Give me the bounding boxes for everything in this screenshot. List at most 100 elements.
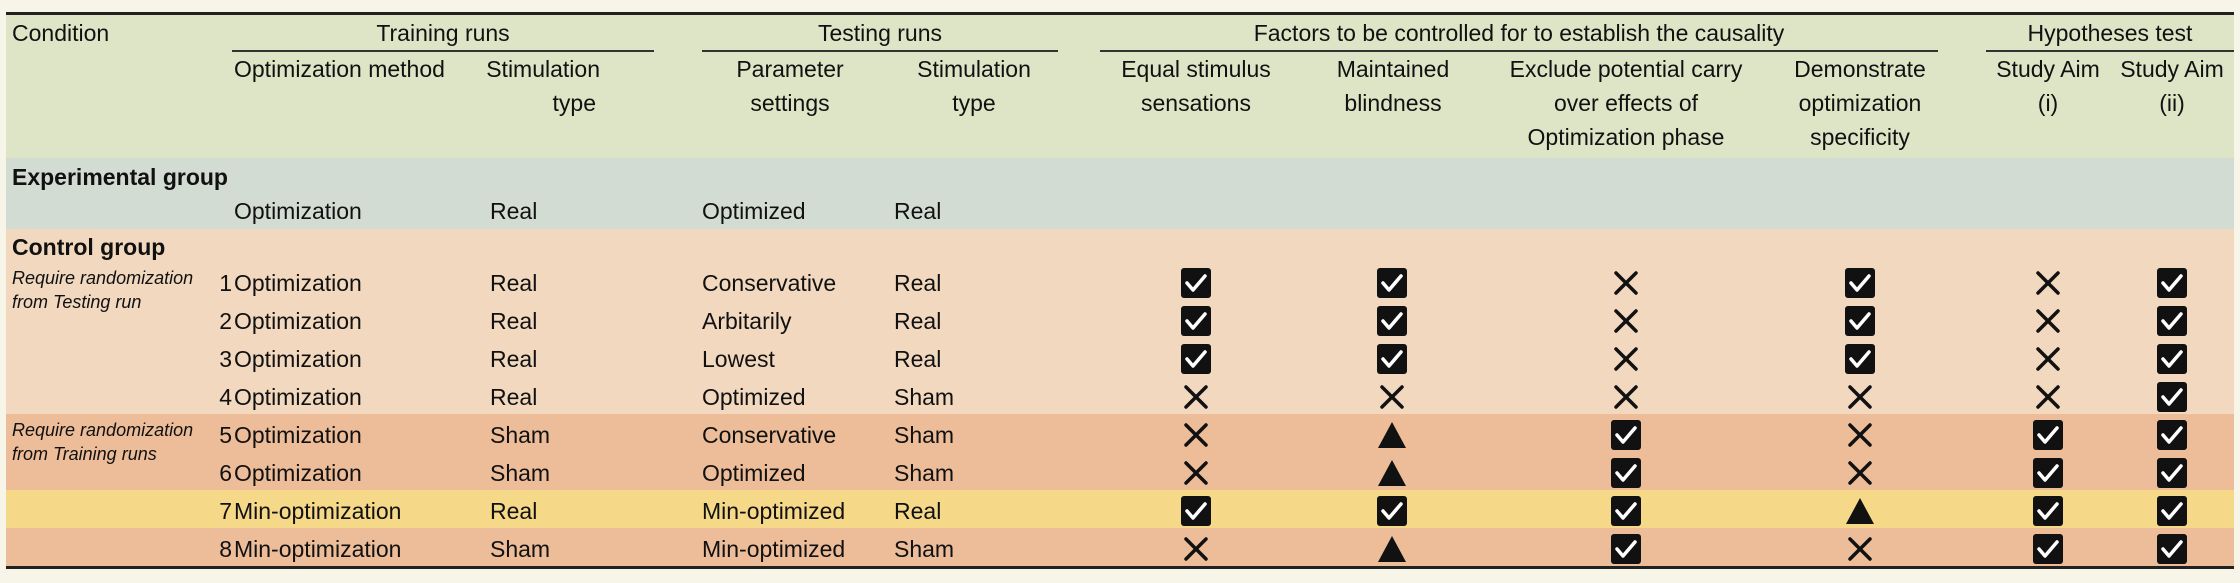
checkbox-checked-icon bbox=[1844, 343, 1876, 375]
cross-icon bbox=[1376, 381, 1408, 413]
row-stim-test: Real bbox=[894, 270, 942, 296]
training-underline bbox=[232, 50, 654, 52]
checkbox-checked-icon bbox=[2156, 381, 2188, 413]
subheader-stim-type-train-2: type bbox=[552, 90, 596, 116]
subheader-stim-type-train-1: Stimulation bbox=[486, 56, 600, 82]
checkbox-checked-icon bbox=[2156, 305, 2188, 337]
checkbox-checked-icon bbox=[1610, 457, 1642, 489]
subheader-stim-type-test-1: Stimulation bbox=[917, 56, 1031, 82]
header-hypotheses: Hypotheses test bbox=[2027, 20, 2193, 46]
row-number: 2 bbox=[219, 308, 232, 334]
checkbox-checked-icon bbox=[2032, 419, 2064, 451]
header-condition: Condition bbox=[12, 20, 110, 46]
row-method: Optimization bbox=[234, 384, 362, 410]
checkbox-checked-icon bbox=[2156, 495, 2188, 527]
row-stim-test: Real bbox=[894, 346, 942, 372]
row-params: Min-optimized bbox=[702, 536, 846, 562]
subheader-stim-type-test-2: type bbox=[952, 90, 996, 116]
experimental-stim-train: Real bbox=[490, 198, 538, 224]
experimental-stim-test: Real bbox=[894, 198, 942, 224]
control-group-title: Control group bbox=[12, 234, 166, 260]
row-params: Conservative bbox=[702, 270, 837, 296]
checkbox-checked-icon bbox=[2032, 495, 2064, 527]
cross-icon bbox=[2032, 343, 2064, 375]
subheader-optimization-method: Optimization method bbox=[234, 56, 445, 82]
experimental-band bbox=[6, 158, 2234, 229]
subheader-maintained-2: blindness bbox=[1344, 90, 1442, 116]
checkbox-checked-icon bbox=[1844, 305, 1876, 337]
subheader-aim2-2: (ii) bbox=[2159, 90, 2185, 116]
row-stim-test: Sham bbox=[894, 536, 955, 562]
checkbox-checked-icon bbox=[1376, 343, 1408, 375]
header-factors: Factors to be controlled for to establis… bbox=[1253, 20, 1785, 46]
row-stim-test: Sham bbox=[894, 460, 955, 486]
cross-icon bbox=[2032, 381, 2064, 413]
checkbox-checked-icon bbox=[2156, 267, 2188, 299]
row-method: Optimization bbox=[234, 346, 362, 372]
subheader-params-2: settings bbox=[750, 90, 830, 116]
checkbox-checked-icon bbox=[1610, 495, 1642, 527]
cross-icon bbox=[1180, 381, 1212, 413]
checkbox-checked-icon bbox=[2156, 419, 2188, 451]
checkbox-checked-icon bbox=[1180, 305, 1212, 337]
subheader-aim2-1: Study Aim bbox=[2120, 56, 2224, 82]
row-number: 1 bbox=[219, 270, 232, 296]
row-params: Min-optimized bbox=[702, 498, 846, 524]
header-band bbox=[6, 14, 2234, 158]
checkbox-checked-icon bbox=[1180, 267, 1212, 299]
row-number: 6 bbox=[219, 460, 232, 486]
row-method: Optimization bbox=[234, 308, 362, 334]
checkbox-checked-icon bbox=[2032, 533, 2064, 565]
cross-icon bbox=[1610, 267, 1642, 299]
checkbox-checked-icon bbox=[1180, 343, 1212, 375]
subheader-exclude-1: Exclude potential carry bbox=[1509, 56, 1743, 82]
cross-icon bbox=[1610, 343, 1642, 375]
checkbox-checked-icon bbox=[2156, 343, 2188, 375]
cross-icon bbox=[1844, 381, 1876, 413]
header-testing-runs: Testing runs bbox=[817, 20, 942, 46]
subheader-exclude-2: over effects of bbox=[1553, 90, 1699, 116]
triangle-icon bbox=[1376, 419, 1408, 451]
row-method: Optimization bbox=[234, 460, 362, 486]
row-number: 5 bbox=[219, 422, 232, 448]
row-stim-train: Real bbox=[490, 384, 538, 410]
checkbox-checked-icon bbox=[1376, 267, 1408, 299]
subheader-equal-stimulus-2: sensations bbox=[1141, 90, 1251, 116]
row-stim-test: Sham bbox=[894, 384, 955, 410]
row-number: 8 bbox=[219, 536, 232, 562]
factors-underline bbox=[1100, 50, 1938, 52]
row-stim-train: Sham bbox=[490, 536, 551, 562]
subheader-aim1-1: Study Aim bbox=[1996, 56, 2100, 82]
cross-icon bbox=[1844, 457, 1876, 489]
row-number: 3 bbox=[219, 346, 232, 372]
cross-icon bbox=[1610, 305, 1642, 337]
checkbox-checked-icon bbox=[2156, 533, 2188, 565]
row-params: Arbitarily bbox=[702, 308, 792, 334]
subheader-demonstrate-2: optimization bbox=[1798, 90, 1922, 116]
experimental-method: Optimization bbox=[234, 198, 362, 224]
experimental-group-title: Experimental group bbox=[12, 164, 228, 190]
row-stim-train: Real bbox=[490, 498, 538, 524]
checkbox-checked-icon bbox=[1844, 267, 1876, 299]
row-stim-train: Real bbox=[490, 346, 538, 372]
subheader-aim1-2: (i) bbox=[2037, 90, 2059, 116]
table-bottom-rule bbox=[6, 566, 2234, 569]
cross-icon bbox=[2032, 267, 2064, 299]
triangle-icon bbox=[1376, 457, 1408, 489]
subheader-params-1: Parameter bbox=[736, 56, 844, 82]
testing-underline bbox=[702, 50, 1058, 52]
row-stim-train: Real bbox=[490, 308, 538, 334]
subheader-demonstrate-3: specificity bbox=[1810, 124, 1910, 150]
row-stim-train: Real bbox=[490, 270, 538, 296]
hypotheses-underline bbox=[1986, 50, 2234, 52]
experimental-params: Optimized bbox=[702, 198, 806, 224]
checkbox-checked-icon bbox=[1376, 495, 1408, 527]
checkbox-checked-icon bbox=[1610, 533, 1642, 565]
subheader-exclude-3: Optimization phase bbox=[1527, 124, 1725, 150]
cross-icon bbox=[1180, 457, 1212, 489]
subheader-equal-stimulus-1: Equal stimulus bbox=[1121, 56, 1271, 82]
row-stim-test: Sham bbox=[894, 422, 955, 448]
row-params: Conservative bbox=[702, 422, 837, 448]
row-method: Min-optimization bbox=[234, 498, 402, 524]
